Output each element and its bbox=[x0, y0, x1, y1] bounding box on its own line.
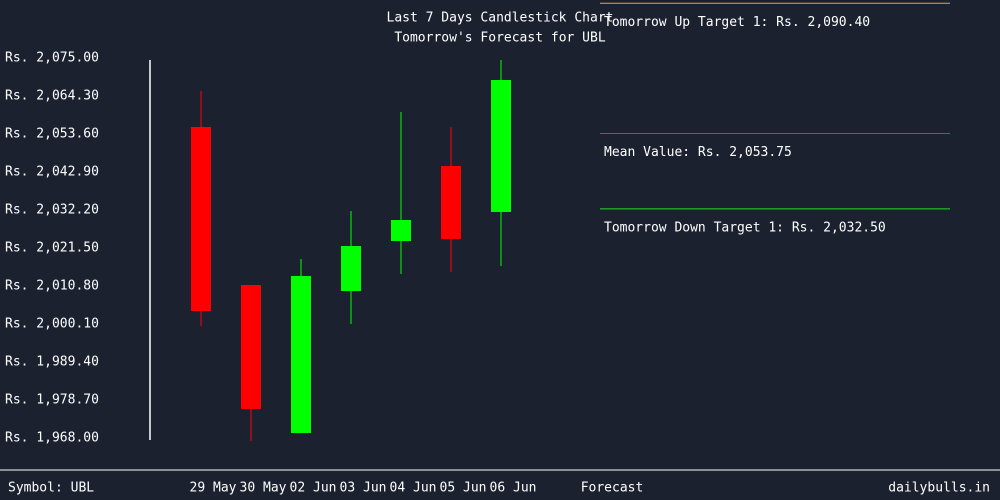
footer-site: dailybulls.in bbox=[888, 481, 990, 496]
y-tick-label: Rs. 2,053.60 bbox=[5, 127, 99, 142]
x-tick-label: 29 May bbox=[190, 481, 237, 496]
y-tick-label: Rs. 2,010.80 bbox=[5, 279, 99, 294]
x-tick-label: Forecast bbox=[581, 481, 644, 496]
x-tick-label: 05 Jun bbox=[440, 481, 487, 496]
y-tick-label: Rs. 2,000.10 bbox=[5, 317, 99, 332]
candle-body bbox=[441, 165, 461, 240]
candle-body bbox=[391, 220, 411, 242]
forecast-label: Mean Value: Rs. 2,053.75 bbox=[604, 145, 792, 160]
x-tick-label: 30 May bbox=[240, 481, 287, 496]
y-tick-label: Rs. 1,989.40 bbox=[5, 355, 99, 370]
x-tick-label: 06 Jun bbox=[490, 481, 537, 496]
x-tick-label: 03 Jun bbox=[340, 481, 387, 496]
y-tick-label: Rs. 1,968.00 bbox=[5, 431, 99, 446]
x-tick-label: 04 Jun bbox=[390, 481, 437, 496]
chart-subtitle: Tomorrow's Forecast for UBL bbox=[394, 31, 605, 46]
y-tick-label: Rs. 1,978.70 bbox=[5, 393, 99, 408]
candle-body bbox=[241, 285, 261, 409]
candle-body bbox=[191, 127, 211, 312]
footer-symbol: Symbol: UBL bbox=[8, 481, 94, 496]
forecast-label: Tomorrow Down Target 1: Rs. 2,032.50 bbox=[604, 220, 886, 235]
y-tick-label: Rs. 2,042.90 bbox=[5, 165, 99, 180]
y-tick-label: Rs. 2,032.20 bbox=[5, 203, 99, 218]
chart-title: Last 7 Days Candlestick Chart bbox=[387, 11, 614, 26]
y-tick-label: Rs. 2,075.00 bbox=[5, 51, 99, 66]
candle-body bbox=[341, 246, 361, 292]
candle-body bbox=[491, 79, 511, 212]
candle-body bbox=[291, 275, 311, 433]
forecast-label: Tomorrow Up Target 1: Rs. 2,090.40 bbox=[604, 15, 870, 30]
y-tick-label: Rs. 2,064.30 bbox=[5, 89, 99, 104]
x-tick-label: 02 Jun bbox=[290, 481, 337, 496]
y-tick-label: Rs. 2,021.50 bbox=[5, 241, 99, 256]
